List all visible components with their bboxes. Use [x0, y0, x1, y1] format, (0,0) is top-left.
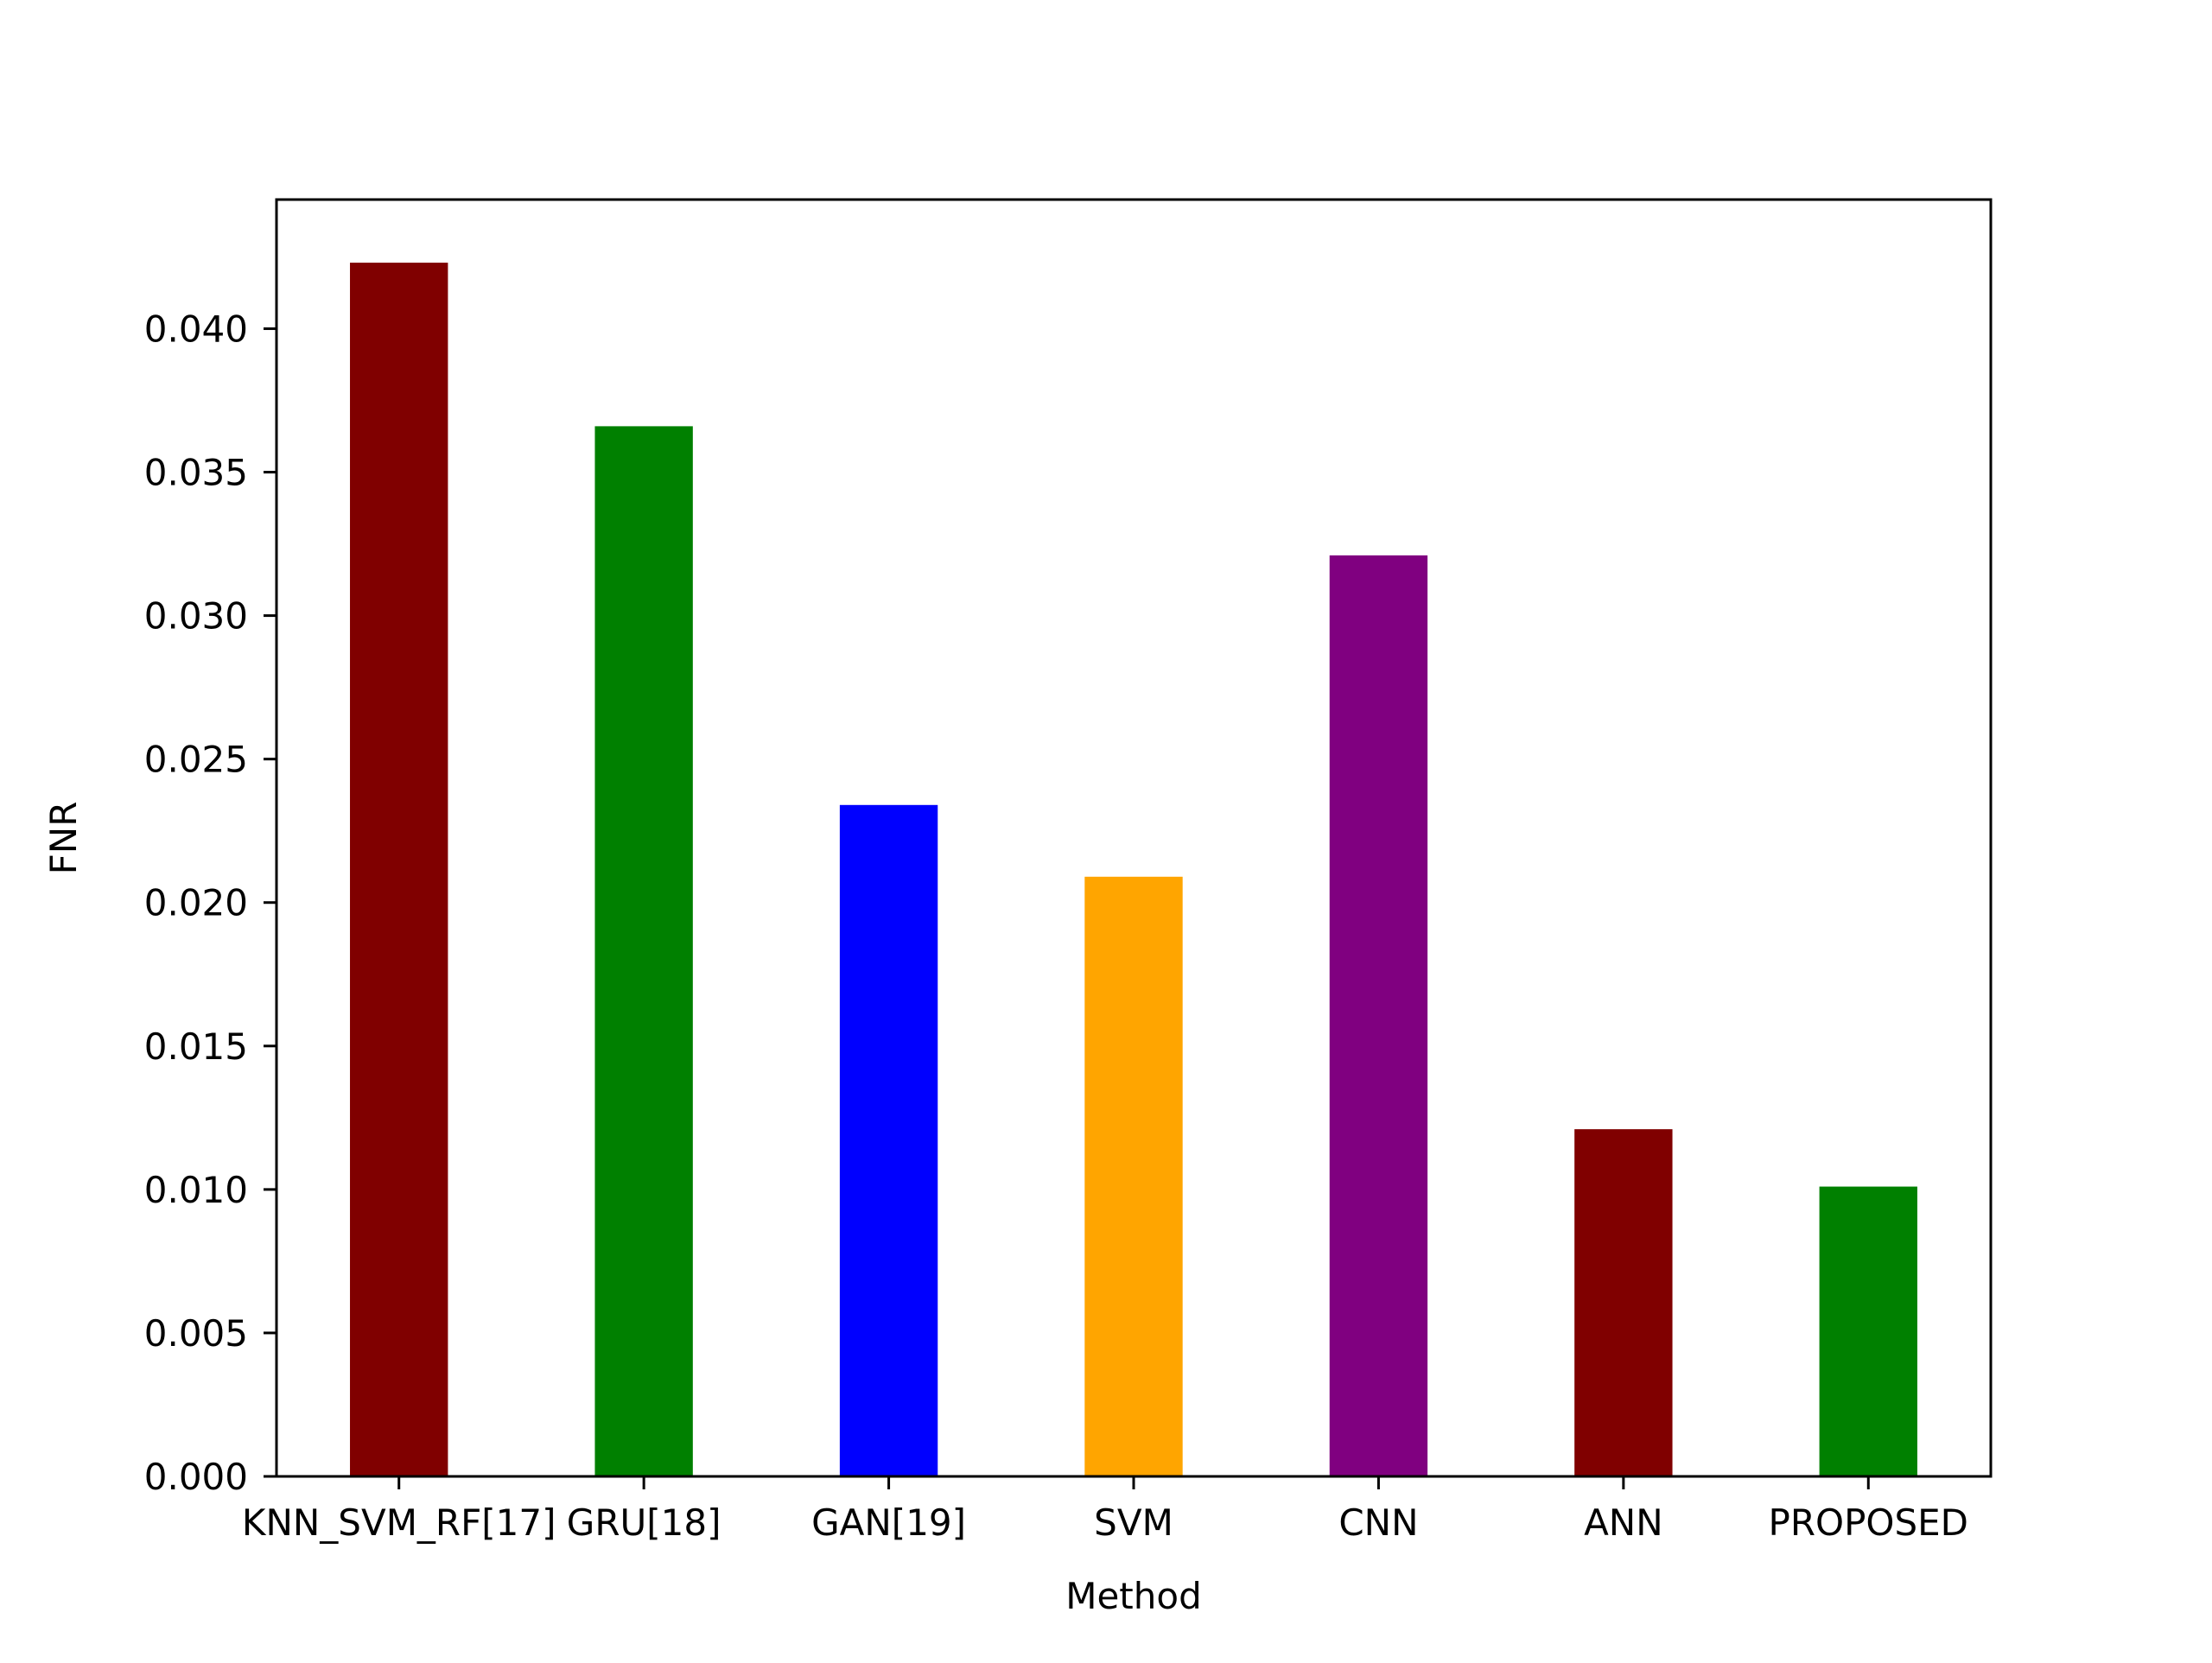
x-tick-label: KNN_SVM_RF[17]	[242, 1501, 556, 1544]
bar-proposed	[1819, 1186, 1917, 1476]
x-axis-ticks: KNN_SVM_RF[17] GRU[18] GAN[19] SVM CNN ANN PRO…	[242, 1476, 1968, 1544]
bar-gru-18	[594, 426, 693, 1477]
bar-cnn	[1329, 555, 1428, 1476]
y-axis-label: FNR	[42, 802, 85, 875]
y-tick-label: 0.030	[144, 595, 248, 638]
y-axis-ticks: 0.000 0.005 0.010 0.015 0.020 0.025 0.030 0.035…	[144, 308, 276, 1498]
x-tick-label: GRU[18]	[567, 1501, 721, 1544]
x-tick-label: PROPOSED	[1769, 1501, 1969, 1544]
y-tick-label: 0.040	[144, 308, 248, 350]
x-tick-label: GAN[19]	[811, 1501, 966, 1544]
y-tick-label: 0.005	[144, 1312, 248, 1355]
y-tick-label: 0.035	[144, 452, 248, 494]
bar-svm	[1084, 876, 1183, 1476]
bars-group	[350, 263, 1917, 1477]
bar-ann	[1574, 1129, 1673, 1476]
y-tick-label: 0.015	[144, 1025, 248, 1068]
y-tick-label: 0.010	[144, 1169, 248, 1211]
bar-knn-svm-rf-17	[350, 263, 448, 1476]
y-tick-label: 0.000	[144, 1456, 248, 1498]
x-tick-label: SVM	[1094, 1501, 1173, 1544]
x-tick-label: CNN	[1338, 1501, 1418, 1544]
y-tick-label: 0.025	[144, 739, 248, 781]
x-tick-label: ANN	[1584, 1501, 1663, 1544]
bar-gan-19	[839, 804, 938, 1476]
y-tick-label: 0.020	[144, 882, 248, 924]
x-axis-label: Method	[1065, 1575, 1202, 1617]
